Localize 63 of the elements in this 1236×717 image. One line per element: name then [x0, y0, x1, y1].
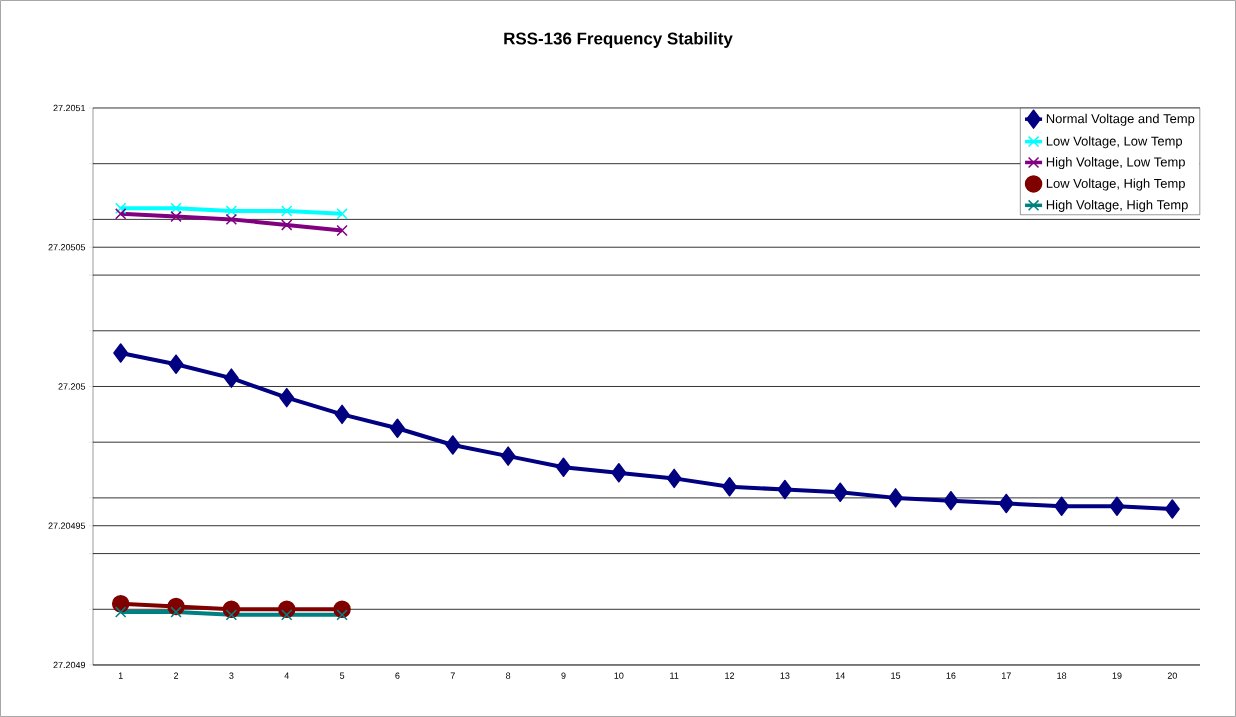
- x-tick-label: 18: [1057, 672, 1067, 679]
- x-tick-label: 19: [1112, 672, 1122, 679]
- x-tick-label: 20: [1167, 672, 1177, 679]
- point: [170, 202, 182, 214]
- x-tick-label: 8: [506, 672, 511, 679]
- point: [1054, 496, 1070, 516]
- y-tick-label: 27.205: [58, 383, 86, 390]
- point: [1109, 496, 1125, 516]
- point: [114, 606, 127, 618]
- point: [445, 435, 461, 455]
- x-tick-label: 14: [835, 672, 845, 679]
- point: [1164, 499, 1180, 519]
- point: [611, 463, 627, 483]
- legend-label: High Voltage, High Temp: [1046, 199, 1188, 212]
- point: [170, 210, 182, 223]
- point: [111, 594, 130, 613]
- point: [334, 404, 350, 425]
- x-tick-label: 2: [173, 672, 179, 679]
- point: [722, 476, 738, 497]
- chart-title: RSS-136 Frequency Stability: [504, 32, 733, 48]
- x-tick-label: 17: [1001, 672, 1011, 679]
- x-tick-label: 12: [725, 672, 735, 679]
- x-tick-label: 11: [670, 672, 679, 679]
- point: [279, 387, 295, 408]
- x-tick-label: 1: [118, 672, 123, 679]
- x-tick-label: 7: [450, 672, 455, 679]
- point: [336, 224, 348, 237]
- x-tick-label: 16: [946, 672, 956, 679]
- point: [336, 208, 348, 220]
- point: [500, 446, 516, 466]
- point: [113, 343, 129, 363]
- point: [777, 479, 793, 500]
- point: [666, 468, 682, 489]
- point: [555, 457, 571, 477]
- x-tick-label: 3: [229, 672, 234, 679]
- point: [223, 368, 239, 388]
- point: [888, 488, 904, 508]
- legend-label: Normal Voltage and Temp: [1046, 113, 1195, 126]
- x-tick-label: 4: [284, 672, 289, 679]
- x-tick-label: 13: [780, 672, 790, 679]
- y-tick-label: 27.20505: [48, 244, 86, 251]
- y-tick-label: 27.2049: [53, 661, 86, 669]
- point: [225, 205, 238, 217]
- y-tick-label: 27.2051: [53, 104, 86, 112]
- point: [998, 493, 1014, 514]
- point: [943, 490, 959, 511]
- legend-label: High Voltage, Low Temp: [1046, 157, 1185, 170]
- point: [114, 208, 127, 220]
- x-tick-label: 15: [891, 672, 901, 679]
- point: [832, 482, 848, 503]
- point: [114, 202, 127, 214]
- x-tick-label: 5: [339, 672, 345, 679]
- x-tick-label: 9: [561, 672, 566, 679]
- point: [225, 213, 238, 226]
- y-tick-label: 27.20495: [48, 522, 86, 529]
- legend-label: Low Voltage, High Temp: [1046, 178, 1185, 191]
- legend-label: Low Voltage, Low Temp: [1046, 136, 1183, 149]
- x-tick-label: 10: [614, 672, 624, 679]
- point: [389, 418, 405, 439]
- point: [281, 219, 293, 231]
- point: [281, 205, 293, 217]
- x-tick-label: 6: [395, 672, 400, 679]
- point: [168, 354, 184, 374]
